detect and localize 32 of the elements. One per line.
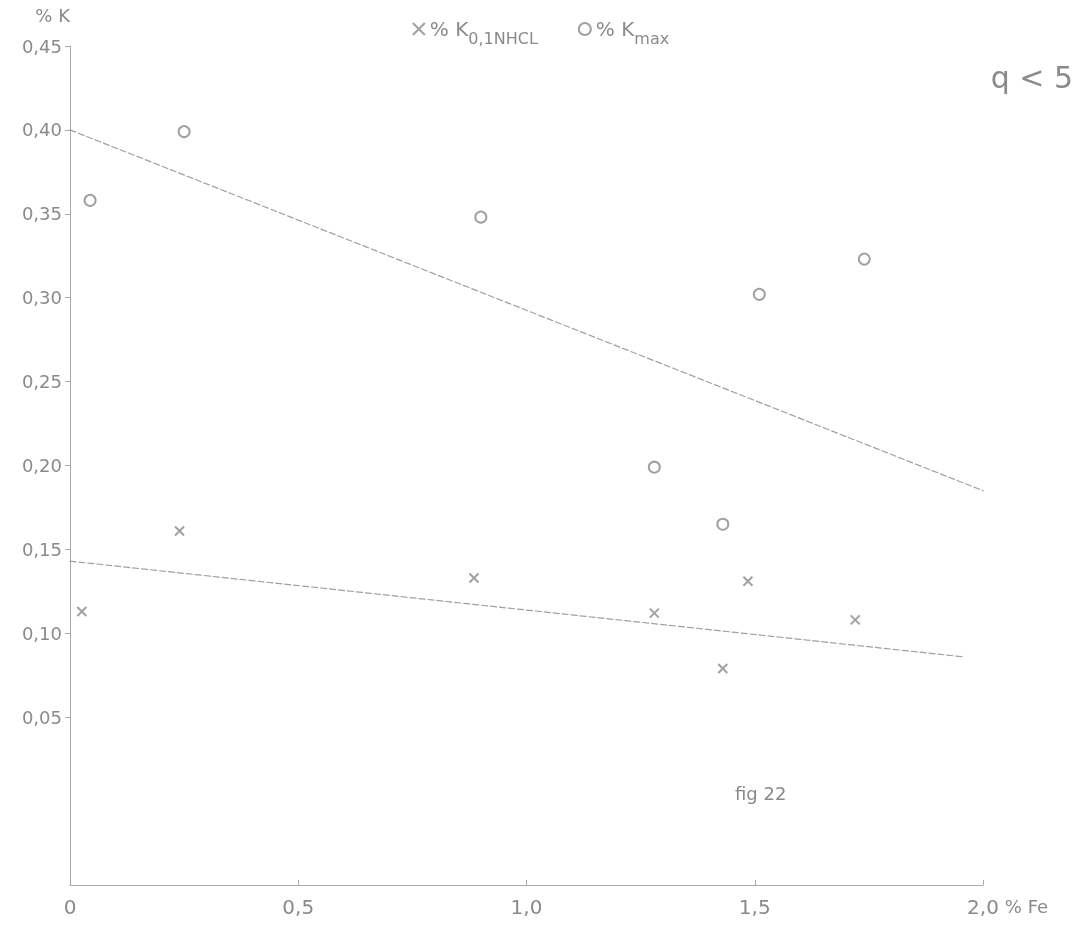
point — [83, 193, 97, 207]
point — [857, 252, 871, 266]
y-tick-label: 0,15 — [21, 538, 62, 560]
annotation: fig 22 — [735, 782, 787, 804]
y-tick-label: 0,40 — [21, 119, 62, 141]
point — [849, 614, 861, 626]
y-tick-label: 0,05 — [21, 706, 62, 728]
y-axis-title: % K — [35, 4, 72, 26]
point — [716, 517, 730, 531]
x-tick-label: 0 — [63, 895, 77, 919]
x-tick-label: 1,0 — [510, 895, 543, 919]
y-tick-label: 0,30 — [21, 287, 62, 309]
point — [742, 575, 754, 587]
point — [76, 605, 88, 617]
x-tick-label: 0,5 — [282, 895, 315, 919]
point — [474, 210, 488, 224]
point — [647, 460, 661, 474]
y-tick-label: 0,10 — [21, 622, 62, 644]
x-tick-label: 2,0 — [967, 895, 999, 919]
y-tick-label: 0,25 — [21, 371, 62, 393]
point — [717, 663, 729, 675]
x-tick-label: 1,5 — [738, 895, 771, 919]
y-tick-label: 0,35 — [21, 203, 62, 225]
y-tick-label: 0,20 — [21, 455, 62, 476]
text: q < 5 — [990, 59, 1073, 95]
point — [648, 607, 660, 619]
point — [468, 572, 480, 584]
point — [177, 125, 191, 139]
x-axis-title: % Fe — [1004, 895, 1049, 917]
point — [174, 525, 186, 537]
y-tick-label: 0,45 — [21, 35, 62, 57]
point — [752, 287, 766, 301]
